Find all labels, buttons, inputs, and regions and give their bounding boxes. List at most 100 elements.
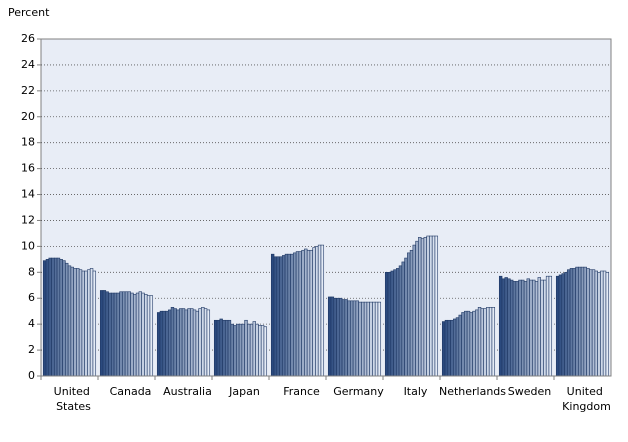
bar [87, 269, 91, 377]
bar [510, 279, 514, 377]
bar [312, 247, 316, 377]
bar [135, 292, 140, 377]
bar [407, 252, 411, 377]
bar [564, 272, 568, 377]
bar [390, 270, 394, 377]
bar [122, 291, 126, 377]
bar [455, 317, 460, 377]
bar [512, 281, 517, 377]
bar [358, 301, 362, 377]
bar [276, 256, 280, 377]
bar [116, 292, 120, 377]
bar [569, 268, 574, 377]
bar [105, 291, 109, 377]
bar [447, 319, 451, 377]
x-tick-label: Canada [110, 385, 152, 398]
bar [184, 309, 188, 377]
bar [504, 277, 508, 377]
bar [384, 272, 389, 377]
bar [255, 323, 259, 377]
y-tick-label: 14 [21, 188, 35, 201]
bar [165, 310, 169, 377]
x-tick-label: Germany [333, 385, 384, 398]
bar [412, 244, 416, 377]
bar [127, 291, 131, 377]
bar [108, 292, 112, 377]
bar [363, 301, 368, 377]
bar [409, 249, 414, 377]
bar [252, 321, 256, 377]
bar [361, 301, 365, 377]
bar [113, 292, 118, 377]
bar [258, 325, 262, 377]
bar [605, 272, 610, 377]
bar [133, 294, 137, 377]
bar [515, 281, 519, 377]
bar [555, 275, 560, 377]
bar [162, 310, 166, 377]
bar [477, 307, 482, 377]
bar [192, 309, 197, 377]
bar [173, 308, 177, 377]
bar [213, 319, 218, 377]
bar [263, 326, 268, 377]
y-tick-label: 22 [21, 84, 35, 97]
bar [580, 266, 585, 377]
bar [287, 253, 291, 377]
bar [374, 301, 379, 377]
bar [426, 235, 430, 377]
bar [241, 323, 245, 377]
bar [464, 310, 468, 377]
bar [195, 310, 199, 377]
bar [270, 253, 275, 377]
bar [441, 321, 446, 377]
bar [572, 268, 576, 377]
bar [198, 308, 202, 377]
bar [236, 323, 240, 377]
bar [420, 238, 425, 377]
bar [260, 325, 265, 377]
bar [298, 251, 302, 377]
bar [111, 292, 115, 377]
bar [238, 323, 243, 377]
bar [249, 323, 254, 377]
bar [170, 307, 175, 377]
bar [247, 323, 251, 377]
y-tick-label: 16 [21, 162, 35, 175]
bar [56, 257, 61, 377]
bar [597, 272, 601, 377]
bar [244, 319, 248, 377]
bar [279, 256, 283, 377]
bar [347, 300, 351, 377]
bar [594, 270, 598, 377]
bar [190, 308, 194, 377]
bar [233, 325, 237, 377]
bar [480, 308, 484, 377]
bar [589, 269, 593, 377]
bar [181, 308, 186, 377]
bar [488, 307, 493, 377]
y-tick-label: 10 [21, 239, 35, 252]
bar [532, 279, 536, 377]
x-tick-label: Australia [163, 385, 212, 398]
bar [404, 257, 408, 377]
y-axis-label: Percent [8, 6, 50, 19]
x-tick-label: Netherlands [439, 385, 506, 398]
bar [176, 309, 180, 377]
bar [179, 308, 183, 377]
bar [372, 301, 376, 377]
bar [336, 297, 340, 377]
bar [144, 294, 148, 377]
bar [526, 278, 530, 377]
bar [537, 277, 541, 377]
bar [344, 299, 348, 377]
bar [369, 301, 373, 377]
bar [418, 237, 422, 377]
bar [366, 301, 370, 377]
bar [284, 253, 289, 377]
bar [149, 295, 154, 377]
bar [84, 270, 88, 377]
y-tick-label: 26 [21, 32, 35, 45]
bar [486, 307, 490, 377]
bar [203, 308, 208, 377]
